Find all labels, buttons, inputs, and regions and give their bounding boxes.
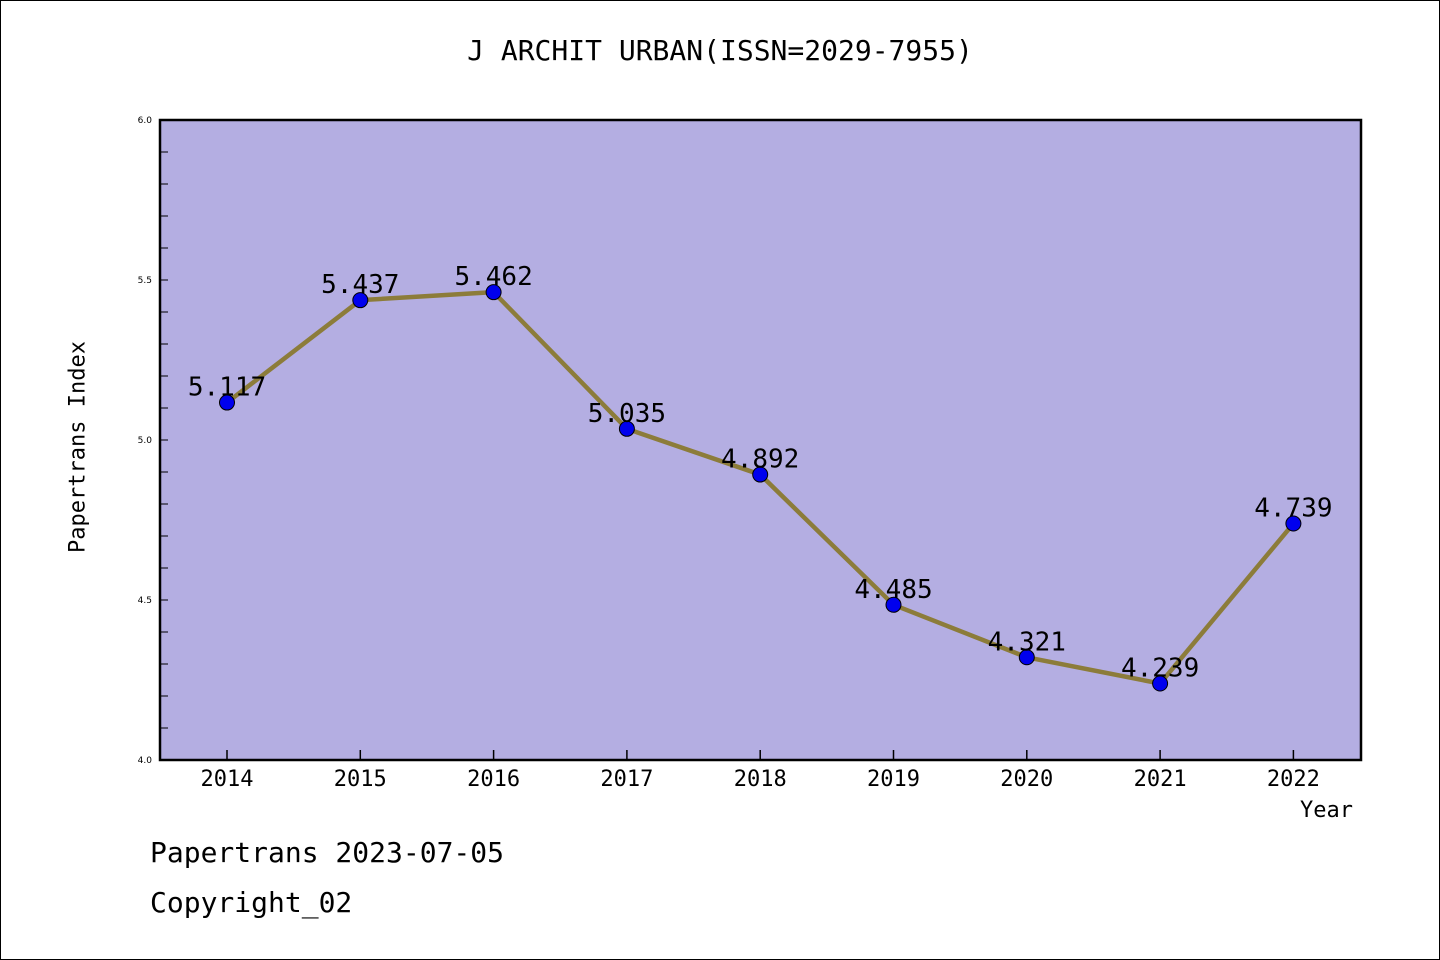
y-tick-label: 5.5 — [138, 276, 152, 286]
data-label: 5.035 — [588, 399, 666, 429]
x-tick-label: 2019 — [867, 767, 920, 792]
y-axis-ticks: 4.0 4.5 5.0 5.5 6.0 — [138, 116, 168, 766]
x-tick-label: 2020 — [1000, 767, 1053, 792]
data-point — [1152, 675, 1169, 692]
data-label: 5.437 — [321, 270, 399, 300]
data-label: 4.739 — [1254, 494, 1332, 524]
footer-date: Papertrans 2023-07-05 — [150, 836, 505, 869]
data-point — [485, 284, 502, 301]
chart-title: J ARCHIT URBAN(ISSN=2029-7955) — [467, 34, 973, 67]
y-tick-label: 5.0 — [138, 436, 153, 446]
data-label: 4.892 — [721, 445, 799, 475]
data-point — [618, 420, 635, 437]
x-tick-label: 2016 — [467, 767, 520, 792]
data-labels: 5.117 5.437 5.462 5.035 4.892 4.485 4.321 4.239… — [188, 262, 1333, 683]
plot-area — [160, 120, 1361, 760]
x-tick-label: 2021 — [1134, 767, 1187, 792]
x-tick-label: 2022 — [1267, 767, 1320, 792]
data-label: 4.321 — [988, 627, 1066, 657]
footer-copyright: Copyright_02 — [150, 886, 353, 919]
data-point — [1285, 515, 1302, 532]
x-axis-label: Year — [1300, 798, 1353, 823]
x-axis-ticks: 2014 2015 2016 2017 2018 2019 2020 2021 2022 — [201, 750, 1320, 792]
data-point — [219, 394, 235, 411]
data-point — [1018, 649, 1035, 666]
data-points — [219, 284, 1302, 692]
plot-border — [158, 118, 1363, 762]
x-tick-label: 2017 — [600, 767, 653, 792]
y-tick-label: 4.0 — [138, 756, 153, 766]
data-point — [885, 596, 902, 613]
x-tick-label: 2015 — [334, 767, 387, 792]
data-label: 5.117 — [188, 373, 266, 403]
data-label: 5.462 — [454, 262, 532, 292]
y-tick-label: 4.5 — [138, 596, 152, 606]
y-tick-label: 6.0 — [138, 116, 153, 126]
data-label: 4.239 — [1121, 654, 1199, 684]
data-label: 4.485 — [854, 575, 932, 605]
data-point — [752, 466, 769, 483]
x-tick-label: 2014 — [201, 767, 254, 792]
x-tick-label: 2018 — [734, 767, 787, 792]
data-point — [352, 292, 369, 309]
